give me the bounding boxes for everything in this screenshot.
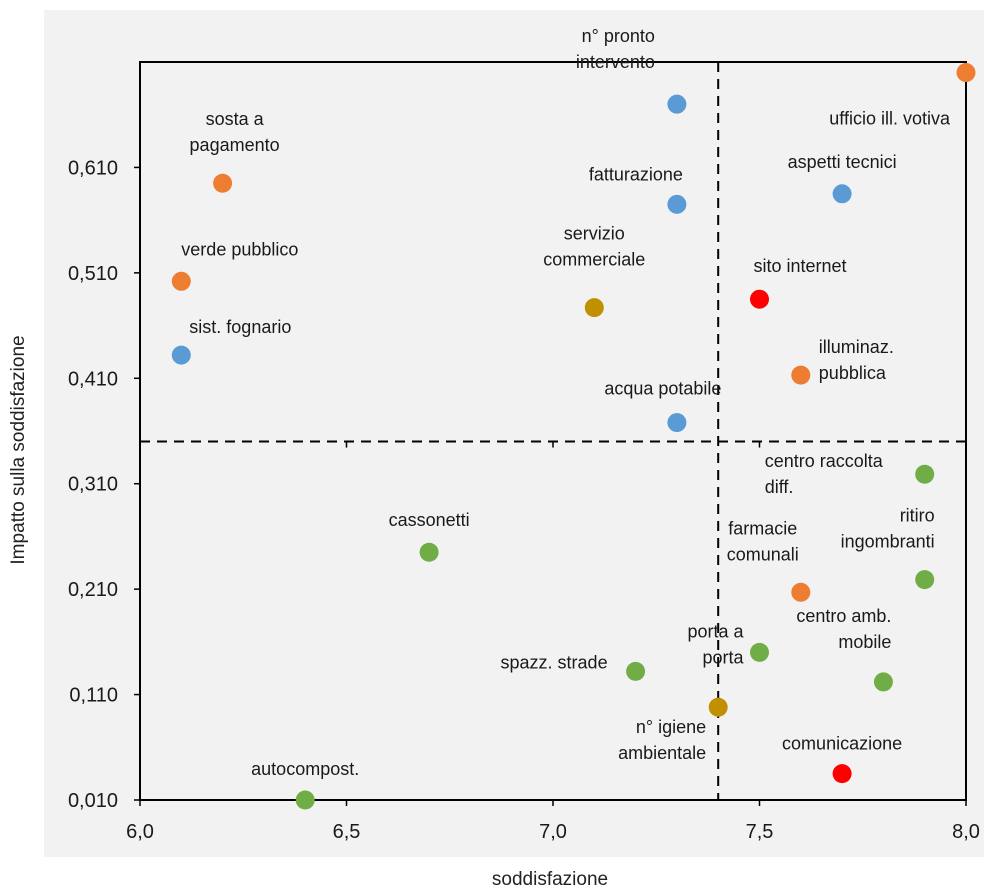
data-label: n° igiene xyxy=(636,717,706,737)
data-point xyxy=(171,271,191,291)
data-point xyxy=(791,582,811,602)
y-tick-label: 0,410 xyxy=(68,368,118,390)
y-tick-label: 0,310 xyxy=(68,474,118,496)
data-point xyxy=(915,464,935,484)
data-label: mobile xyxy=(838,632,891,652)
data-label: ritiro xyxy=(900,506,935,526)
data-point xyxy=(667,194,687,214)
data-label: spazz. strade xyxy=(501,652,608,672)
data-point xyxy=(791,365,811,385)
data-point xyxy=(873,672,893,692)
data-label: diff. xyxy=(765,477,794,497)
data-label: aspetti tecnici xyxy=(788,152,897,172)
data-label: verde pubblico xyxy=(181,239,298,259)
data-point xyxy=(584,298,604,318)
plot-area: 6,0 6,5 7,0 7,5 8,0 0,010 0,110 0,210 0,310 0,410… xyxy=(68,26,980,843)
data-point xyxy=(956,63,976,83)
data-point xyxy=(213,173,233,193)
data-label: illuminaz. xyxy=(819,337,894,357)
data-label: acqua potabile xyxy=(604,379,721,399)
data-label: comunicazione xyxy=(782,734,902,754)
data-label: centro amb. xyxy=(796,606,891,626)
data-label: fatturazione xyxy=(589,164,683,184)
data-label: ambientale xyxy=(618,743,706,763)
y-tick-label: 0,110 xyxy=(69,685,118,707)
y-tick-label: 0,510 xyxy=(68,263,118,285)
data-label: porta a xyxy=(687,621,744,641)
data-label: pubblica xyxy=(819,363,887,383)
data-point xyxy=(667,413,687,433)
data-point xyxy=(832,184,852,204)
data-label: sosta a xyxy=(206,109,265,129)
data-point xyxy=(626,661,646,681)
data-label: sist. fognario xyxy=(189,317,291,337)
data-label: autocompost. xyxy=(251,759,359,779)
data-point xyxy=(171,345,191,365)
data-label: servizio xyxy=(564,224,625,244)
data-label: farmacie xyxy=(728,518,797,538)
data-label: ingombranti xyxy=(841,532,935,552)
data-point xyxy=(708,697,728,717)
data-point xyxy=(832,764,852,784)
data-label: porta xyxy=(702,647,744,667)
x-tick-label: 8,0 xyxy=(952,821,980,843)
y-tick-label: 0,610 xyxy=(68,157,118,179)
data-point xyxy=(750,289,769,309)
x-tick-label: 6,0 xyxy=(126,821,154,843)
x-axis-title: soddisfazione xyxy=(492,869,608,890)
data-point xyxy=(667,94,687,114)
data-label: ufficio ill. votiva xyxy=(829,109,951,129)
data-label: comunali xyxy=(727,544,799,564)
x-tick-label: 7,5 xyxy=(746,821,774,843)
y-axis-title: Impatto sulla soddisfazione xyxy=(8,335,29,564)
data-point xyxy=(750,642,769,662)
data-label: intervento xyxy=(576,52,655,72)
data-point xyxy=(419,542,439,562)
chart-background xyxy=(44,10,984,857)
data-label: centro raccolta xyxy=(765,451,884,471)
data-label: sito internet xyxy=(754,256,847,276)
data-label: cassonetti xyxy=(389,510,470,530)
data-point xyxy=(915,570,935,590)
data-point xyxy=(295,790,315,810)
y-tick-label: 0,210 xyxy=(68,579,118,601)
y-tick-label: 0,010 xyxy=(68,790,118,812)
data-label: commerciale xyxy=(543,250,645,270)
x-tick-label: 7,0 xyxy=(539,821,567,843)
x-tick-label: 6,5 xyxy=(333,821,361,843)
data-label: n° pronto xyxy=(582,26,655,46)
data-label: pagamento xyxy=(190,135,280,155)
